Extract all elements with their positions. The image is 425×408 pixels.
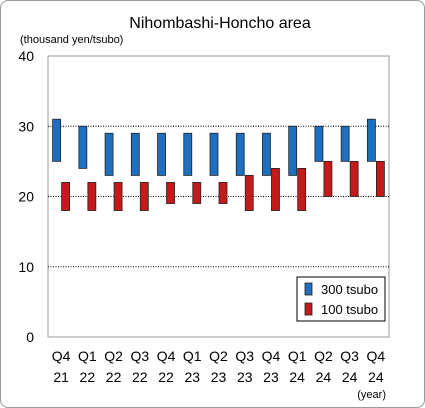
x-tick-year: 21	[53, 369, 69, 385]
plot-area: 0 10 20 30 40 Q4 21 Q1 22 Q2 22 Q3 22 Q4 22 Q1 23 Q2 23 Q3 2…	[18, 48, 390, 385]
bar-100-tsubo	[323, 160, 333, 197]
bar-300-tsubo	[314, 125, 324, 162]
x-tick-quarter: Q1	[78, 348, 97, 364]
x-tick-year: 23	[184, 369, 200, 385]
bar-100-tsubo	[139, 182, 149, 211]
bar-300-tsubo	[104, 132, 114, 176]
chart-title: Nihombashi-Honcho area	[129, 15, 311, 32]
bar-100-tsubo	[297, 167, 307, 211]
legend-label: 300 tsubo	[321, 282, 378, 297]
y-tick-label: 40	[18, 48, 34, 64]
x-tick-quarter: Q1	[288, 348, 307, 364]
x-tick-quarter: Q3	[235, 348, 254, 364]
bar-300-tsubo	[366, 118, 376, 162]
y-axis-label: (thousand yen/tsubo)	[20, 34, 123, 46]
bar-300-tsubo	[262, 132, 271, 176]
x-tick-quarter: Q2	[314, 348, 333, 364]
legend: 300 tsubo 100 tsubo	[296, 276, 386, 322]
bar-300-tsubo	[78, 125, 88, 169]
bar-300-tsubo	[183, 132, 193, 176]
x-tick-year: 23	[237, 369, 253, 385]
x-tick-quarter: Q1	[183, 348, 202, 364]
bar-300-tsubo	[209, 132, 219, 176]
bar-100-tsubo	[166, 182, 175, 204]
bar-100-tsubo	[87, 182, 97, 211]
y-tick-label: 0	[26, 329, 34, 345]
bar-300-tsubo	[52, 118, 62, 162]
bar-300-tsubo	[157, 132, 166, 176]
bar-100-tsubo	[349, 160, 359, 197]
x-tick-year: 22	[106, 369, 122, 385]
x-axis-label: (year)	[357, 389, 386, 401]
x-tick-quarter: Q4	[262, 348, 281, 364]
x-tick-quarter: Q4	[367, 348, 386, 364]
x-tick-year: 24	[368, 369, 384, 385]
bar-100-tsubo	[218, 182, 228, 204]
bar-100-tsubo	[192, 182, 202, 204]
x-tick-year: 23	[211, 369, 227, 385]
bar-100-tsubo	[244, 175, 254, 211]
bar-300-tsubo	[235, 132, 245, 176]
legend-swatch	[304, 302, 313, 316]
y-tick-label: 20	[18, 189, 34, 205]
x-tick-year: 24	[316, 369, 332, 385]
x-tick-quarter: Q2	[104, 348, 123, 364]
bar-300-tsubo	[288, 125, 298, 176]
x-tick-quarter: Q4	[52, 348, 71, 364]
x-tick-year: 22	[132, 369, 148, 385]
bar-300-tsubo	[130, 132, 140, 176]
x-tick-year: 23	[263, 369, 279, 385]
legend-label: 100 tsubo	[321, 302, 378, 317]
x-tick-year: 22	[80, 369, 96, 385]
x-tick-quarter: Q2	[209, 348, 228, 364]
y-tick-label: 30	[18, 118, 34, 134]
x-tick-year: 24	[289, 369, 305, 385]
x-tick-quarter: Q4	[157, 348, 176, 364]
x-tick-year: 24	[342, 369, 358, 385]
x-tick-quarter: Q3	[340, 348, 359, 364]
bar-100-tsubo	[271, 167, 280, 211]
bar-100-tsubo	[113, 182, 123, 211]
bar-300-tsubo	[340, 125, 350, 162]
legend-swatch	[304, 282, 313, 296]
bar-100-tsubo	[375, 160, 385, 197]
y-tick-label: 10	[18, 259, 34, 275]
x-tick-year: 22	[158, 369, 174, 385]
bar-100-tsubo	[61, 182, 71, 211]
x-tick-quarter: Q3	[130, 348, 149, 364]
